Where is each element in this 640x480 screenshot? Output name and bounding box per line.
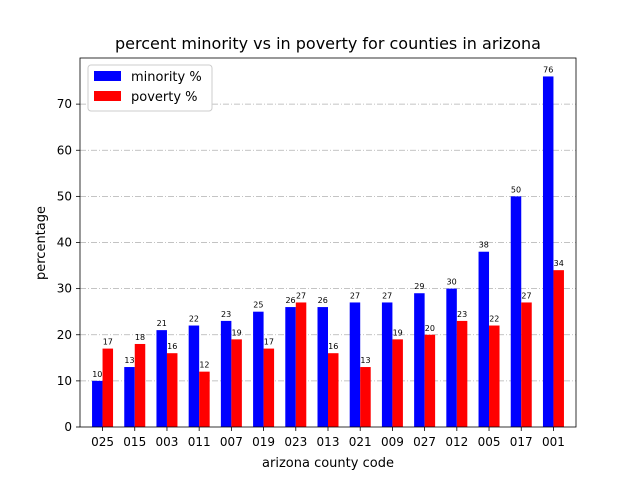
data-label: 50 [511,185,521,194]
bar-poverty-005 [489,325,500,427]
x-tick-label: 023 [284,435,307,449]
y-tick-label: 70 [57,97,72,111]
bar-minority-021 [349,302,361,427]
x-tick-label: 009 [381,435,404,449]
data-label: 26 [318,296,328,305]
bar-poverty-025 [102,348,114,427]
bar-minority-001 [542,76,554,427]
y-tick-label: 40 [57,236,72,250]
data-label: 34 [554,259,564,268]
plot-frame [79,57,577,428]
bar-poverty-007 [231,339,242,427]
bar-poverty-017 [521,302,532,427]
data-label: 38 [479,241,489,250]
bar-poverty-003 [166,353,178,427]
bar-poverty-011 [199,371,210,427]
x-tick-label: 007 [220,435,243,449]
bar-minority-023 [285,307,296,427]
data-label: 27 [521,291,531,300]
data-label: 23 [457,310,467,319]
bar-poverty-009 [392,339,403,427]
bar-poverty-001 [553,270,564,427]
data-label: 29 [414,282,424,291]
data-label: 30 [446,278,456,287]
bars [92,76,564,427]
x-tick-label: 017 [510,435,533,449]
x-tick-label: 027 [413,435,436,449]
legend: minority % poverty % [87,64,213,112]
bar-poverty-019 [263,348,275,427]
bar-minority-003 [156,330,167,427]
chart-title: percent minority vs in poverty for count… [115,34,541,53]
data-label: 76 [543,65,553,74]
bar-minority-019 [253,311,264,427]
y-tick-label: 20 [57,328,72,342]
bar-poverty-027 [424,334,436,427]
bar-minority-007 [220,320,232,427]
bar-minority-009 [381,302,393,427]
x-tick-label: 011 [188,435,211,449]
data-label: 16 [167,342,177,351]
bar-minority-017 [510,196,522,427]
y-tick-label: 60 [57,143,72,157]
bar-poverty-021 [360,367,371,427]
data-label: 27 [350,291,360,300]
data-label: 16 [328,342,338,351]
x-axis-label: arizona county code [262,456,394,471]
bar-minority-013 [317,307,328,427]
y-tick-label: 10 [57,374,72,388]
bar-poverty-023 [295,302,307,427]
data-label: 10 [92,370,102,379]
x-tick-label: 015 [123,435,146,449]
data-label: 22 [189,315,199,324]
data-label: 19 [393,328,403,337]
data-label: 17 [264,338,274,347]
data-label: 13 [360,356,370,365]
data-label: 25 [253,301,263,310]
bar-minority-025 [92,380,103,427]
data-label: 13 [124,356,134,365]
y-tick-label: 30 [57,282,72,296]
x-tick-label: 019 [252,435,275,449]
data-label: 22 [489,315,499,324]
bar-poverty-013 [328,353,339,427]
bar-minority-012 [446,288,457,427]
bar-minority-005 [478,251,490,427]
bar-minority-027 [414,293,425,427]
x-tick-label: 021 [349,435,372,449]
legend-swatch [94,91,121,101]
data-label: 17 [103,338,113,347]
data-label: 27 [382,291,392,300]
x-tick-label: 005 [478,435,501,449]
bar-poverty-012 [456,320,468,427]
legend-label: minority % [131,70,202,85]
y-tick-label: 50 [57,189,72,203]
data-label: 12 [199,361,209,370]
data-label: 26 [285,296,295,305]
bar-minority-011 [188,325,200,427]
data-labels: 1017131821162212231925172627261627132719… [92,65,564,378]
data-label: 23 [221,310,231,319]
legend-swatch [94,71,121,81]
data-label: 27 [296,291,306,300]
legend-label: poverty % [131,90,198,105]
y-axis-label: percentage [34,206,49,280]
data-label: 20 [425,324,435,333]
x-tick-label: 003 [156,435,179,449]
axes: 025 015 003 011 007 019 023 013 021 009 027 012 005 0… [57,57,577,449]
data-label: 18 [135,333,145,342]
x-tick-label: 001 [542,435,565,449]
y-tick-label: 0 [64,420,72,434]
x-tick-label: 025 [91,435,114,449]
bar-minority-015 [124,367,135,427]
x-tick-label: 013 [317,435,340,449]
x-tick-label: 012 [445,435,468,449]
data-label: 21 [157,319,167,328]
data-label: 19 [232,328,242,337]
bar-poverty-015 [134,343,146,427]
